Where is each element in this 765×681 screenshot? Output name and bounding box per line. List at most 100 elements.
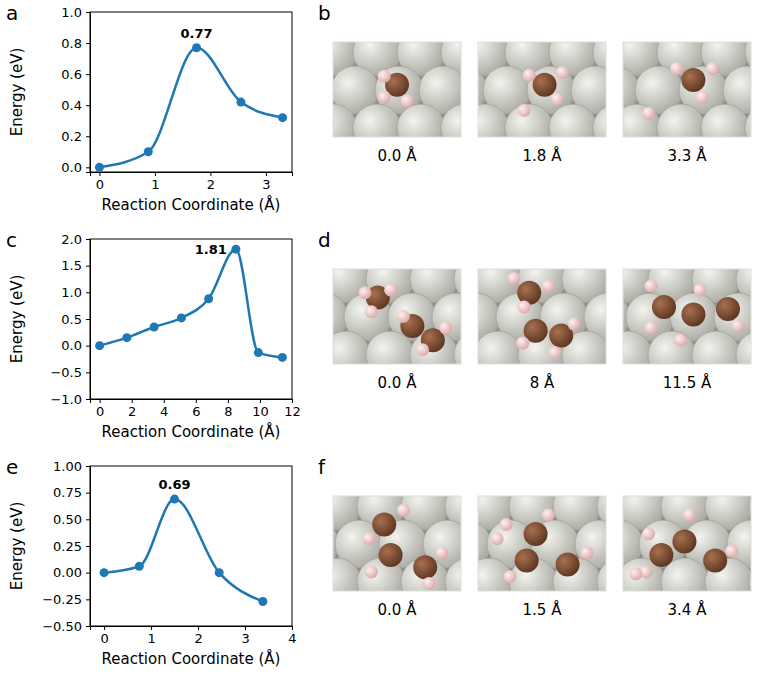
tick-mark	[86, 399, 90, 400]
tick-mark	[86, 12, 90, 13]
annotation: 0.77	[181, 26, 213, 41]
tick: 1.00	[53, 459, 90, 474]
tick-label: 0	[100, 631, 108, 646]
tick: 4	[288, 626, 296, 646]
tick-mark	[164, 399, 165, 403]
tick-mark	[198, 626, 199, 630]
tick-mark	[86, 599, 90, 600]
tick-label: 4	[160, 404, 168, 419]
hydrogen-atom	[696, 91, 709, 104]
carbon-atom	[652, 295, 676, 319]
surface-atom	[353, 104, 401, 137]
structure-panel: f0.0 Å1.5 Å3.4 Å	[269, 444, 765, 644]
tick: −0.50	[42, 619, 90, 634]
tick: 0	[96, 172, 104, 192]
structure-border	[478, 42, 606, 137]
data-point	[170, 495, 179, 504]
surface-atom	[454, 331, 461, 364]
chart-panel: e01234−0.50−0.250.000.250.500.751.00Reac…	[6, 455, 297, 668]
plot-frame	[90, 466, 292, 626]
structure-image	[333, 496, 461, 591]
tick: 2	[128, 399, 136, 419]
tick-label: 4	[288, 631, 296, 646]
carbon-atom	[649, 543, 673, 567]
surface-atom	[333, 331, 370, 364]
data-point	[231, 245, 240, 254]
plot-area	[95, 245, 287, 362]
tick-label: 0.0	[61, 160, 82, 175]
tick-label: −1.0	[50, 392, 82, 407]
tick-label: 0.75	[53, 485, 82, 500]
tick: −0.25	[42, 592, 90, 607]
structure-caption: 0.0 Å	[378, 373, 418, 392]
carbon-atom	[716, 297, 740, 321]
tick: 3	[262, 172, 270, 192]
hydrogen-atom	[629, 567, 642, 580]
carbon-atom	[515, 549, 539, 573]
tick-mark	[86, 346, 90, 347]
panel-label: f	[318, 455, 326, 479]
hydrogen-atom	[683, 509, 696, 522]
y-axis-title: Energy (eV)	[8, 48, 26, 136]
data-point	[204, 294, 213, 303]
tick-mark	[228, 399, 229, 403]
surface-atom	[478, 331, 522, 364]
tick-label: 0.5	[61, 312, 82, 327]
hydrogen-atom	[516, 337, 529, 350]
data-point	[122, 333, 131, 342]
annotation: 0.69	[159, 477, 191, 492]
tick: 1.5	[61, 258, 90, 273]
annotation: 1.81	[195, 242, 227, 257]
tick-label: 10	[252, 404, 269, 419]
data-point	[278, 113, 287, 122]
x-axis: 024681012	[91, 399, 301, 419]
surface-atom	[623, 104, 661, 137]
y-axis: −1.0−0.50.00.51.01.52.0	[50, 232, 90, 407]
tick-mark	[86, 372, 90, 373]
surface-atom	[505, 104, 553, 137]
hydrogen-atom	[670, 62, 683, 75]
tick-mark	[104, 626, 105, 630]
structure-image	[478, 42, 606, 137]
carbon-atom	[681, 68, 705, 92]
tick-mark	[100, 399, 101, 403]
tick-mark	[292, 626, 293, 630]
tick-label: 12	[284, 404, 301, 419]
hydrogen-atom	[416, 343, 429, 356]
tick-label: −0.50	[42, 619, 82, 634]
data-point	[177, 313, 186, 322]
tick: 0.5	[61, 312, 90, 327]
tick-label: 0.50	[53, 512, 82, 527]
tick: 0	[96, 399, 104, 419]
hydrogen-atom	[580, 547, 593, 560]
tick: −1.0	[50, 392, 90, 407]
tick: 0.0	[61, 338, 90, 353]
hydrogen-atom	[551, 93, 564, 106]
structure-caption: 0.0 Å	[378, 146, 418, 165]
tick-label: 2	[207, 177, 215, 192]
carbon-atom	[672, 530, 696, 554]
surface-atom	[597, 558, 606, 591]
tick: 0	[100, 626, 108, 646]
data-point	[254, 348, 263, 357]
y-axis-title: Energy (eV)	[8, 275, 26, 363]
hydrogen-atom	[500, 518, 513, 531]
tick-label: 1.00	[53, 459, 82, 474]
hydrogen-atom	[504, 570, 517, 583]
data-point	[135, 562, 144, 571]
tick-label: 0.8	[61, 36, 82, 51]
tick-label: 0.6	[61, 67, 82, 82]
carbon-atom	[681, 303, 705, 327]
hydrogen-atom	[732, 320, 745, 333]
hydrogen-atom	[365, 305, 378, 318]
tick-mark	[86, 466, 90, 467]
hydrogen-atom	[542, 509, 555, 522]
tick-label: 2.0	[61, 232, 82, 247]
tick: 8	[224, 399, 232, 419]
hydrogen-atom	[642, 107, 655, 120]
data-point	[100, 568, 109, 577]
tick-label: 0.2	[61, 129, 82, 144]
tick-mark	[155, 172, 156, 176]
figure: a01230.00.20.40.60.81.0Reaction Coordina…	[0, 0, 765, 681]
hydrogen-atom	[518, 104, 531, 117]
